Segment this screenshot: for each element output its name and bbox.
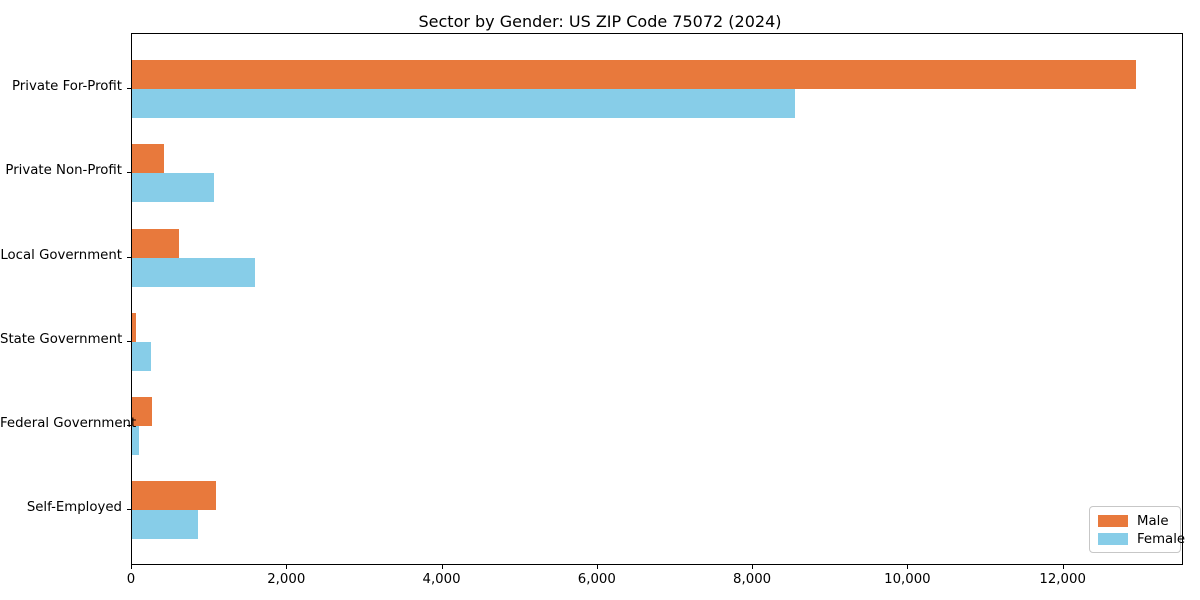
bar-female-state-government: [132, 342, 152, 371]
category-label-self-employed: Self-Employed: [26, 500, 122, 515]
x-tick-label: 2,000: [267, 572, 306, 587]
legend-item-female: Female: [1098, 530, 1185, 548]
x-tick-label: 6,000: [577, 572, 616, 587]
bar-male-self-employed: [132, 481, 216, 510]
bar-female-private-non-profit: [132, 173, 214, 202]
legend-item-male: Male: [1098, 512, 1174, 530]
x-tick-mark: [907, 565, 909, 569]
x-tick-label: 12,000: [1039, 572, 1086, 587]
x-tick-mark: [131, 565, 132, 569]
x-tick-label: 4,000: [422, 572, 461, 587]
legend: Male Female: [1089, 506, 1185, 553]
category-label-private-non-profit: Private Non-Profit: [5, 163, 122, 178]
bar-male-local-government: [132, 228, 179, 258]
category-label-local-government: Local Government: [0, 247, 122, 263]
bar-female-local-government: [132, 257, 256, 287]
x-tick-mark: [752, 565, 754, 569]
category-label-federal-government: Federal Government: [0, 416, 137, 431]
y-tick-mark: [127, 509, 131, 510]
x-tick-label: 10,000: [884, 572, 931, 587]
x-tick-mark: [441, 565, 443, 569]
y-tick-mark: [127, 172, 131, 173]
bar-female-federal-government: [132, 426, 140, 455]
x-tick-mark: [596, 565, 598, 569]
bar-male-federal-government: [132, 397, 153, 426]
y-tick-mark: [127, 425, 131, 426]
x-tick-mark: [286, 565, 288, 569]
x-tick-mark: [1062, 565, 1064, 569]
y-tick-mark: [127, 256, 131, 258]
legend-label-female: Female: [1137, 531, 1186, 547]
category-label-state-government: State Government: [0, 332, 123, 347]
x-tick-label: 8,000: [733, 572, 772, 587]
legend-swatch-male: [1098, 515, 1128, 527]
plot-area: Male Female: [131, 33, 1185, 565]
bar-male-private-non-profit: [132, 144, 164, 173]
category-label-private-for-profit: Private For-Profit: [12, 79, 122, 94]
bar-male-private-for-profit: [132, 60, 1136, 89]
y-tick-mark: [127, 88, 131, 89]
chart-title: Sector by Gender: US ZIP Code 75072 (202…: [418, 12, 782, 31]
bar-male-state-government: [132, 313, 136, 342]
x-tick-label: 0: [126, 572, 136, 587]
legend-label-male: Male: [1137, 513, 1169, 529]
y-tick-mark: [127, 341, 131, 342]
legend-swatch-female: [1098, 533, 1128, 545]
bar-female-private-for-profit: [132, 89, 796, 118]
bar-female-self-employed: [132, 510, 198, 539]
